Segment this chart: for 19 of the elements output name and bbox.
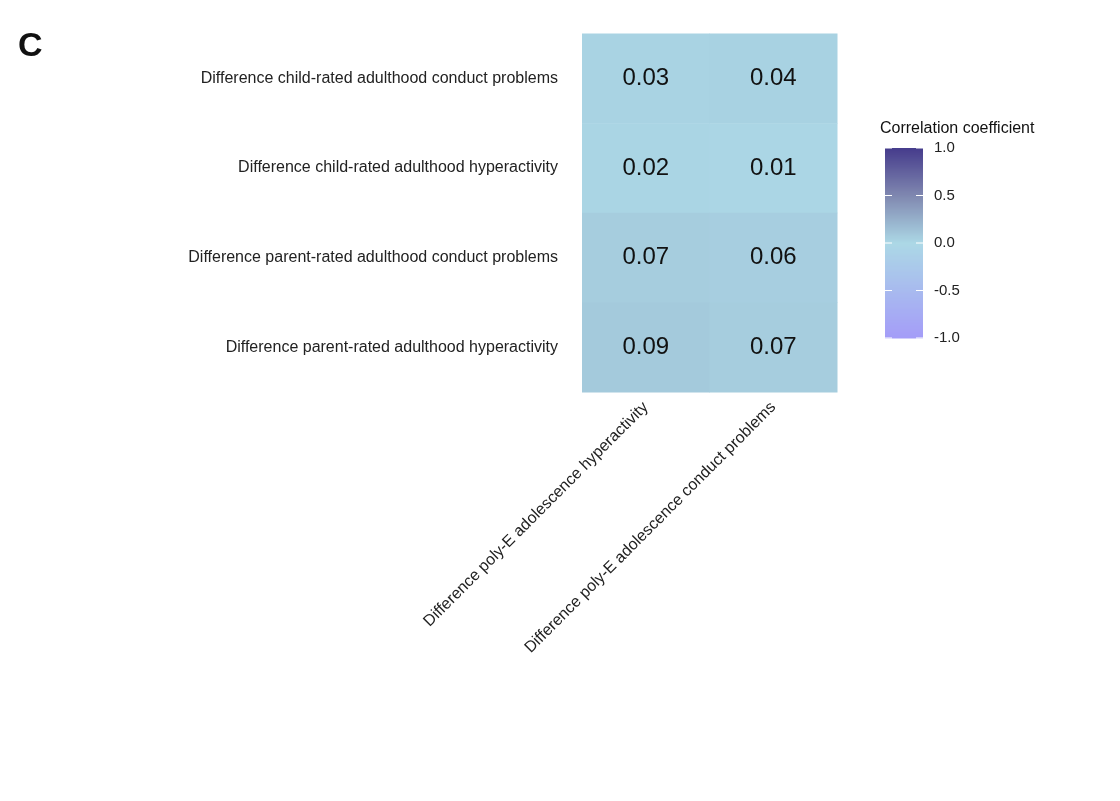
color-bar-label: -1.0: [934, 328, 960, 346]
color-bar-label: 0.5: [934, 185, 955, 203]
data-label: 0.02: [622, 152, 670, 180]
color-bar-label: 1.0: [934, 138, 955, 156]
y-tick-label: Difference child-rated adulthood hyperactivity: [238, 158, 558, 176]
color-bar-label: 0.0: [934, 233, 955, 251]
color-bar-label: -0.5: [934, 280, 960, 298]
data-label: 0.01: [749, 152, 797, 180]
legend-title: Correlation coefficient: [880, 119, 1036, 136]
data-label: 0.09: [622, 331, 670, 359]
data-label: 0.07: [622, 242, 670, 270]
data-label: 0.04: [749, 63, 797, 91]
y-tick-label: Difference parent-rated adulthood conduct problems: [188, 248, 558, 266]
data-label: 0.07: [749, 331, 797, 359]
y-tick-label: Difference child-rated adulthood conduct problems: [200, 68, 558, 86]
data-label: 0.06: [749, 242, 797, 270]
text: C: [18, 25, 43, 63]
data-label: 0.03: [622, 63, 670, 91]
y-tick-label: Difference parent-rated adulthood hyperactivity: [225, 337, 558, 355]
